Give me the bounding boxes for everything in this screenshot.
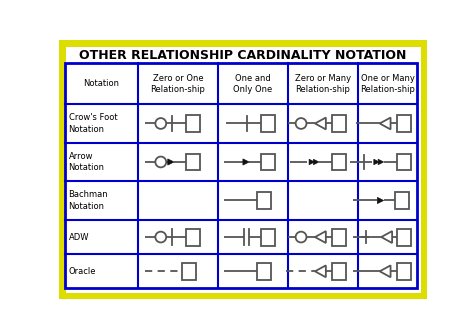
Polygon shape xyxy=(381,231,392,243)
Text: One and
Only One: One and Only One xyxy=(233,74,273,94)
Text: Crow's Foot
Notation: Crow's Foot Notation xyxy=(69,114,117,133)
Polygon shape xyxy=(309,159,315,165)
Polygon shape xyxy=(374,159,379,165)
Text: OTHER RELATIONSHIP CARDINALITY NOTATION: OTHER RELATIONSHIP CARDINALITY NOTATION xyxy=(79,49,407,62)
Polygon shape xyxy=(315,265,326,277)
Text: ADW: ADW xyxy=(69,233,89,242)
Text: Bachman
Notation: Bachman Notation xyxy=(69,191,108,211)
Polygon shape xyxy=(315,118,326,129)
Text: Zero or One
Relation-ship: Zero or One Relation-ship xyxy=(150,74,205,94)
Polygon shape xyxy=(315,231,326,243)
Circle shape xyxy=(155,232,166,243)
Polygon shape xyxy=(377,198,383,204)
Polygon shape xyxy=(313,159,319,165)
Circle shape xyxy=(296,118,307,129)
Text: Arrow
Notation: Arrow Notation xyxy=(69,152,105,172)
Polygon shape xyxy=(380,265,391,277)
Circle shape xyxy=(155,157,166,167)
Polygon shape xyxy=(378,159,383,165)
Polygon shape xyxy=(168,159,174,165)
Polygon shape xyxy=(380,118,391,129)
Text: One or Many
Relation-ship: One or Many Relation-ship xyxy=(360,74,415,94)
Circle shape xyxy=(296,232,307,243)
Text: Notation: Notation xyxy=(83,79,119,88)
Polygon shape xyxy=(243,159,249,165)
Circle shape xyxy=(155,118,166,129)
Text: Zero or Many
Relation-ship: Zero or Many Relation-ship xyxy=(295,74,351,94)
Text: Oracle: Oracle xyxy=(69,267,96,276)
